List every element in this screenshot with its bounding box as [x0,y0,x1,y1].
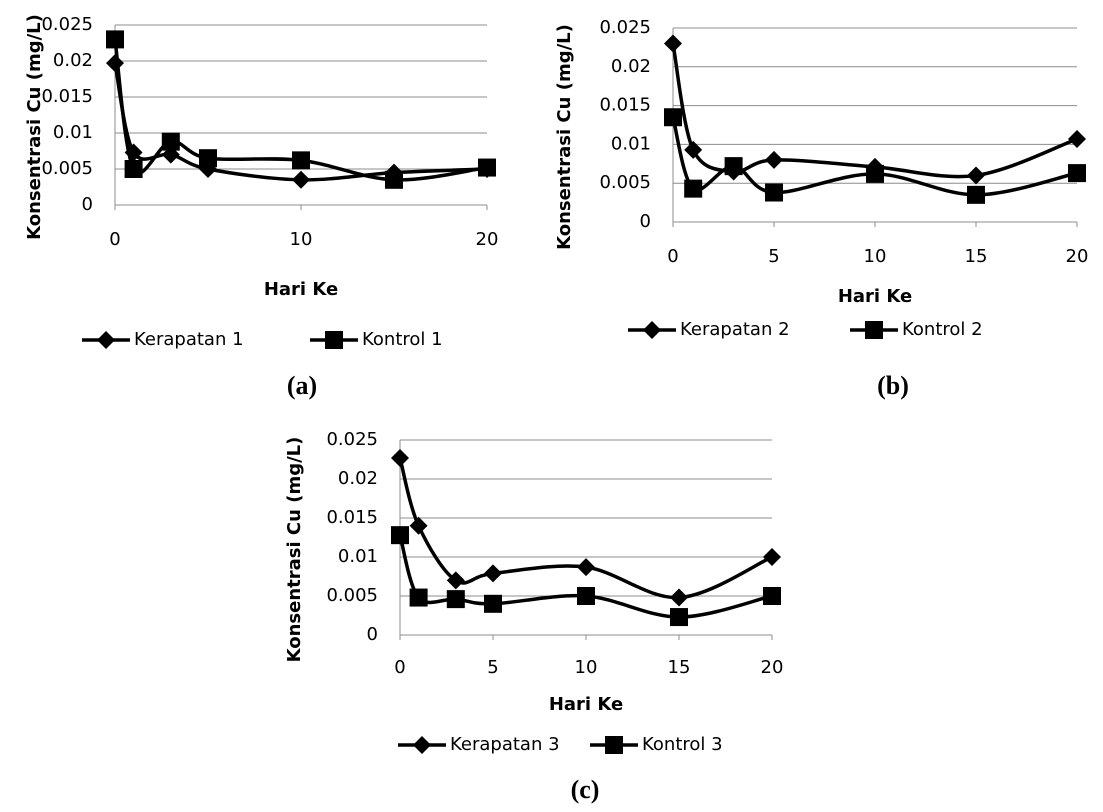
data-point [124,160,143,178]
data-point [391,526,409,545]
data-point [684,179,703,198]
y-axis-title: Konsentrasi Cu (mg/L) [24,14,45,240]
y-tick-label: 0.005 [326,585,378,606]
x-axis-title: Hari Ke [264,279,338,300]
y-tick-label: 0.01 [338,546,378,567]
y-tick-label: 0.02 [611,56,651,77]
y-tick-label: 0.015 [326,507,378,528]
data-point [409,588,428,607]
legend-marker [413,736,431,754]
data-point [765,183,783,202]
x-tick-label: 10 [575,657,598,678]
data-point [664,108,682,127]
y-tick-label: 0 [82,194,93,215]
legend-label: Kerapatan 3 [450,734,560,755]
legend-marker [605,736,623,754]
x-tick-label: 0 [667,246,678,267]
y-tick-label: 0 [640,211,651,232]
data-point [446,590,465,609]
data-point [670,588,688,607]
y-tick-label: 0 [367,624,378,645]
data-point [866,164,884,183]
data-point [1068,129,1086,148]
x-tick-label: 15 [965,246,988,267]
legend-marker [865,321,883,339]
y-axis-title: Konsentrasi Cu (mg/L) [284,437,305,663]
x-tick-label: 20 [476,229,499,250]
data-point [484,564,502,583]
x-tick-label: 20 [761,657,784,678]
data-point [292,170,310,189]
panel-label: (a) [287,371,317,400]
x-tick-label: 10 [864,246,887,267]
data-point [967,185,985,204]
data-point [391,448,409,467]
data-point [1068,164,1086,183]
data-point [161,132,180,151]
data-point [409,516,428,535]
series-line [671,43,1078,179]
x-tick-label: 0 [109,229,120,250]
legend-label: Kontrol 1 [362,329,443,350]
panel-label: (c) [571,775,600,804]
y-tick-label: 0.02 [53,50,93,71]
data-point [724,157,743,176]
legend-marker [97,331,115,349]
data-point [670,608,688,627]
x-tick-label: 5 [768,246,779,267]
data-point [763,587,781,605]
legend-marker [643,321,661,339]
data-point [106,54,124,73]
legend-label: Kontrol 3 [642,734,723,755]
y-tick-label: 0.025 [41,14,93,35]
y-tick-label: 0.02 [338,468,378,489]
x-tick-label: 15 [668,657,691,678]
y-tick-label: 0.005 [41,158,93,179]
data-point [385,170,403,189]
panel-label: (b) [877,371,909,400]
data-point [664,34,682,53]
legend-label: Kerapatan 2 [680,319,790,340]
y-tick-label: 0.015 [41,86,93,107]
x-axis-title: Hari Ke [838,286,912,307]
data-point [484,594,502,613]
y-tick-label: 0.025 [599,17,651,38]
data-point [577,558,595,577]
x-tick-label: 5 [487,657,498,678]
data-point [106,30,124,49]
legend-label: Kontrol 2 [902,319,983,340]
data-point [446,571,465,590]
data-point [765,150,783,169]
y-tick-label: 0.005 [599,172,651,193]
y-tick-label: 0.01 [53,122,93,143]
legend-marker [325,331,343,349]
data-point [577,587,595,605]
x-tick-label: 0 [394,657,405,678]
x-axis-title: Hari Ke [549,694,623,715]
x-tick-label: 20 [1066,246,1089,267]
data-point [292,151,310,170]
y-axis-title: Konsentrasi Cu (mg/L) [554,24,575,250]
x-tick-label: 10 [290,229,313,250]
data-point [967,166,985,185]
data-point [199,149,217,168]
data-point [763,548,781,566]
y-tick-label: 0.025 [326,429,378,450]
y-tick-label: 0.015 [599,95,651,116]
data-point [478,158,496,177]
y-tick-label: 0.01 [611,133,651,154]
data-point [684,140,703,159]
legend-label: Kerapatan 1 [134,329,244,350]
